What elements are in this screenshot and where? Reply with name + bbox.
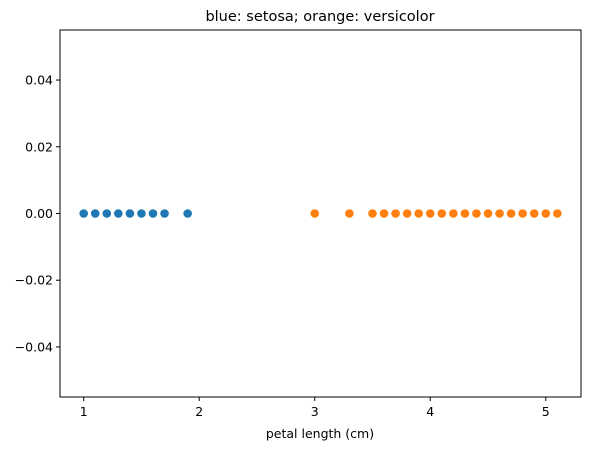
- versicolor-point: [368, 209, 377, 218]
- versicolor-point: [449, 209, 458, 218]
- versicolor-point: [460, 209, 470, 218]
- versicolor-point: [541, 209, 551, 218]
- plot-area: 1 2 3 4 5 0.04 0.02 0.00 −0.02 −0.04: [15, 29, 582, 419]
- y-tick-label: 0.04: [25, 73, 53, 88]
- setosa-point: [102, 209, 112, 218]
- x-tick-label: 2: [195, 404, 203, 419]
- versicolor-point: [437, 209, 447, 218]
- x-tick-label: 4: [426, 404, 434, 419]
- x-tick-label: 3: [311, 404, 319, 419]
- setosa-point: [160, 209, 169, 218]
- versicolor-point: [425, 209, 435, 218]
- chart-title: blue: setosa; orange: versicolor: [205, 9, 434, 25]
- y-tick-label: 0.00: [25, 206, 53, 221]
- versicolor-point: [495, 209, 504, 218]
- setosa-point: [125, 209, 135, 218]
- versicolor-point: [391, 209, 400, 218]
- versicolor-point: [529, 209, 539, 218]
- versicolor-point: [483, 209, 493, 218]
- setosa-point: [148, 209, 158, 218]
- versicolor-point: [506, 209, 516, 218]
- versicolor-point: [472, 209, 481, 218]
- versicolor-point: [379, 209, 389, 218]
- y-tick-label: −0.04: [15, 339, 53, 354]
- x-axis-title: petal length (cm): [266, 426, 374, 441]
- versicolor-point: [310, 209, 320, 218]
- versicolor-point: [553, 209, 562, 218]
- versicolor-point: [414, 209, 423, 218]
- x-tick-label: 1: [80, 404, 88, 419]
- setosa-point: [137, 209, 146, 218]
- setosa-point: [114, 209, 123, 218]
- y-tick-label: −0.02: [15, 273, 53, 288]
- setosa-point: [79, 209, 88, 218]
- setosa-point: [90, 209, 100, 218]
- x-tick-label: 5: [542, 404, 550, 419]
- y-tick-label: 0.02: [25, 139, 53, 154]
- versicolor-point: [402, 209, 412, 218]
- versicolor-point: [345, 209, 354, 218]
- setosa-point: [183, 209, 192, 218]
- versicolor-point: [518, 209, 527, 218]
